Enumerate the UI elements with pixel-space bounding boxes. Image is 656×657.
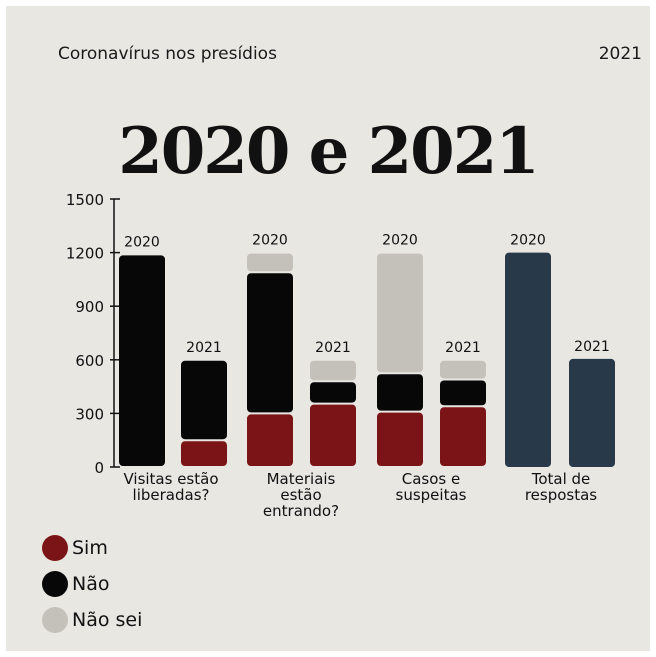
bar-segment-nao-sei <box>247 253 293 272</box>
bar-total <box>505 252 551 467</box>
bar-year-label: 2021 <box>186 340 222 356</box>
bar-segment-sim <box>440 407 486 466</box>
category-label: Visitas estão <box>123 470 218 488</box>
bar-segment-nao-sei <box>377 253 423 373</box>
legend-item-nao-sei: Não sei <box>42 602 142 638</box>
bar-segment-sim <box>181 441 227 466</box>
legend-item-nao: Não <box>42 566 142 602</box>
category-label: estão <box>280 486 321 504</box>
bar-segment-nao-sei <box>310 360 356 381</box>
legend-item-sim: Sim <box>42 530 142 566</box>
legend-label-nao: Não <box>72 573 110 595</box>
legend-swatch-sim <box>42 535 68 561</box>
bar-year-label: 2020 <box>510 233 546 249</box>
bar-year-label: 2021 <box>445 340 481 356</box>
category-label: Total de <box>531 470 591 488</box>
legend-label-sim: Sim <box>72 537 108 559</box>
bar-year-label: 2020 <box>252 233 288 249</box>
category-label: Casos e <box>402 470 460 488</box>
infographic-card: Coronavírus nos presídios 2021 2020 e 20… <box>6 6 650 651</box>
header-title: Coronavírus nos presídios <box>58 44 277 64</box>
y-tick-label: 0 <box>94 459 104 477</box>
y-tick-label: 600 <box>75 352 104 370</box>
bar-segment-sim <box>377 412 423 466</box>
category-label: Materiais <box>267 470 336 488</box>
category-label: entrando? <box>263 502 339 520</box>
y-tick-label: 900 <box>75 298 104 316</box>
bar-year-label: 2020 <box>382 233 418 249</box>
bar-segment-nao <box>310 382 356 403</box>
bar-segment-nao-sei <box>440 360 486 379</box>
stacked-bar-chart: 0 300 600 900 1200 1500 2020 2021 2020 2021 2020 20… <box>66 191 615 520</box>
bar-total <box>569 358 615 467</box>
bar-year-label: 2021 <box>574 339 610 355</box>
bar-segment-sim <box>310 404 356 466</box>
category-label: respostas <box>525 486 597 504</box>
bar-segment-nao <box>377 374 423 411</box>
bar-segment-sim <box>247 414 293 466</box>
legend-swatch-nao <box>42 571 68 597</box>
legend-swatch-nao-sei <box>42 607 68 633</box>
bar-segment-nao <box>247 273 293 413</box>
bar-year-label: 2021 <box>315 340 351 356</box>
chart-title: 2020 e 2021 <box>118 114 540 189</box>
y-tick-label: 300 <box>75 405 104 423</box>
category-label: liberadas? <box>133 486 210 504</box>
y-tick-label: 1200 <box>66 245 104 263</box>
legend-label-nao-sei: Não sei <box>72 609 143 631</box>
y-tick-label: 1500 <box>66 191 104 209</box>
bar-segment-nao <box>181 360 227 440</box>
legend: Sim Não Não sei <box>42 530 142 638</box>
bar-segment-nao <box>440 380 486 406</box>
bar-year-label: 2020 <box>124 234 160 250</box>
header-year: 2021 <box>598 44 642 64</box>
bar-segment-nao <box>119 255 165 466</box>
category-label: suspeitas <box>396 486 467 504</box>
